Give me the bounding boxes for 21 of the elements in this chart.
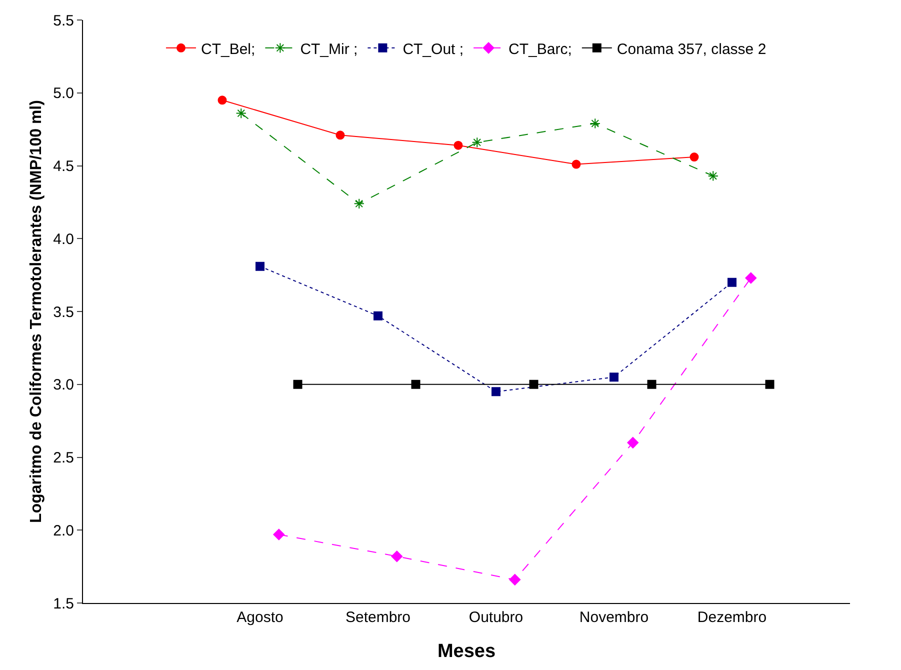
y-tick-label: 2.0 (53, 522, 74, 540)
legend-label: Conama 357, classe 2 (616, 40, 766, 58)
y-tick-label: 5.5 (53, 12, 74, 30)
legend-label: CT_Barc; (508, 40, 572, 58)
x-tick-label: Agosto (236, 609, 284, 626)
x-tick-label: Outubro (468, 609, 524, 626)
y-tick-label: 4.5 (53, 158, 74, 175)
x-tick-label: Dezembro (697, 609, 767, 626)
legend-label: CT_Mir ; (300, 40, 358, 58)
y-tick-label: 1.5 (53, 595, 74, 612)
y-tick-label: 3.5 (53, 304, 74, 321)
y-tick-label: 5.0 (53, 85, 74, 102)
x-tick-label: Novembro (579, 609, 649, 626)
y-tick-label: 2.5 (53, 450, 74, 466)
x-axis-title: Meses (437, 640, 496, 662)
y-tick-label: 4.0 (53, 230, 74, 248)
y-tick-label: 3.0 (53, 376, 74, 394)
legend-label: CT_Out ; (402, 40, 464, 58)
x-tick-label: Setembro (345, 609, 411, 626)
y-axis-title: Logaritmo de Coliformes Termotolerantes (NMP/100 ml) (28, 100, 45, 523)
legend-label: CT_Bel; (201, 40, 256, 58)
